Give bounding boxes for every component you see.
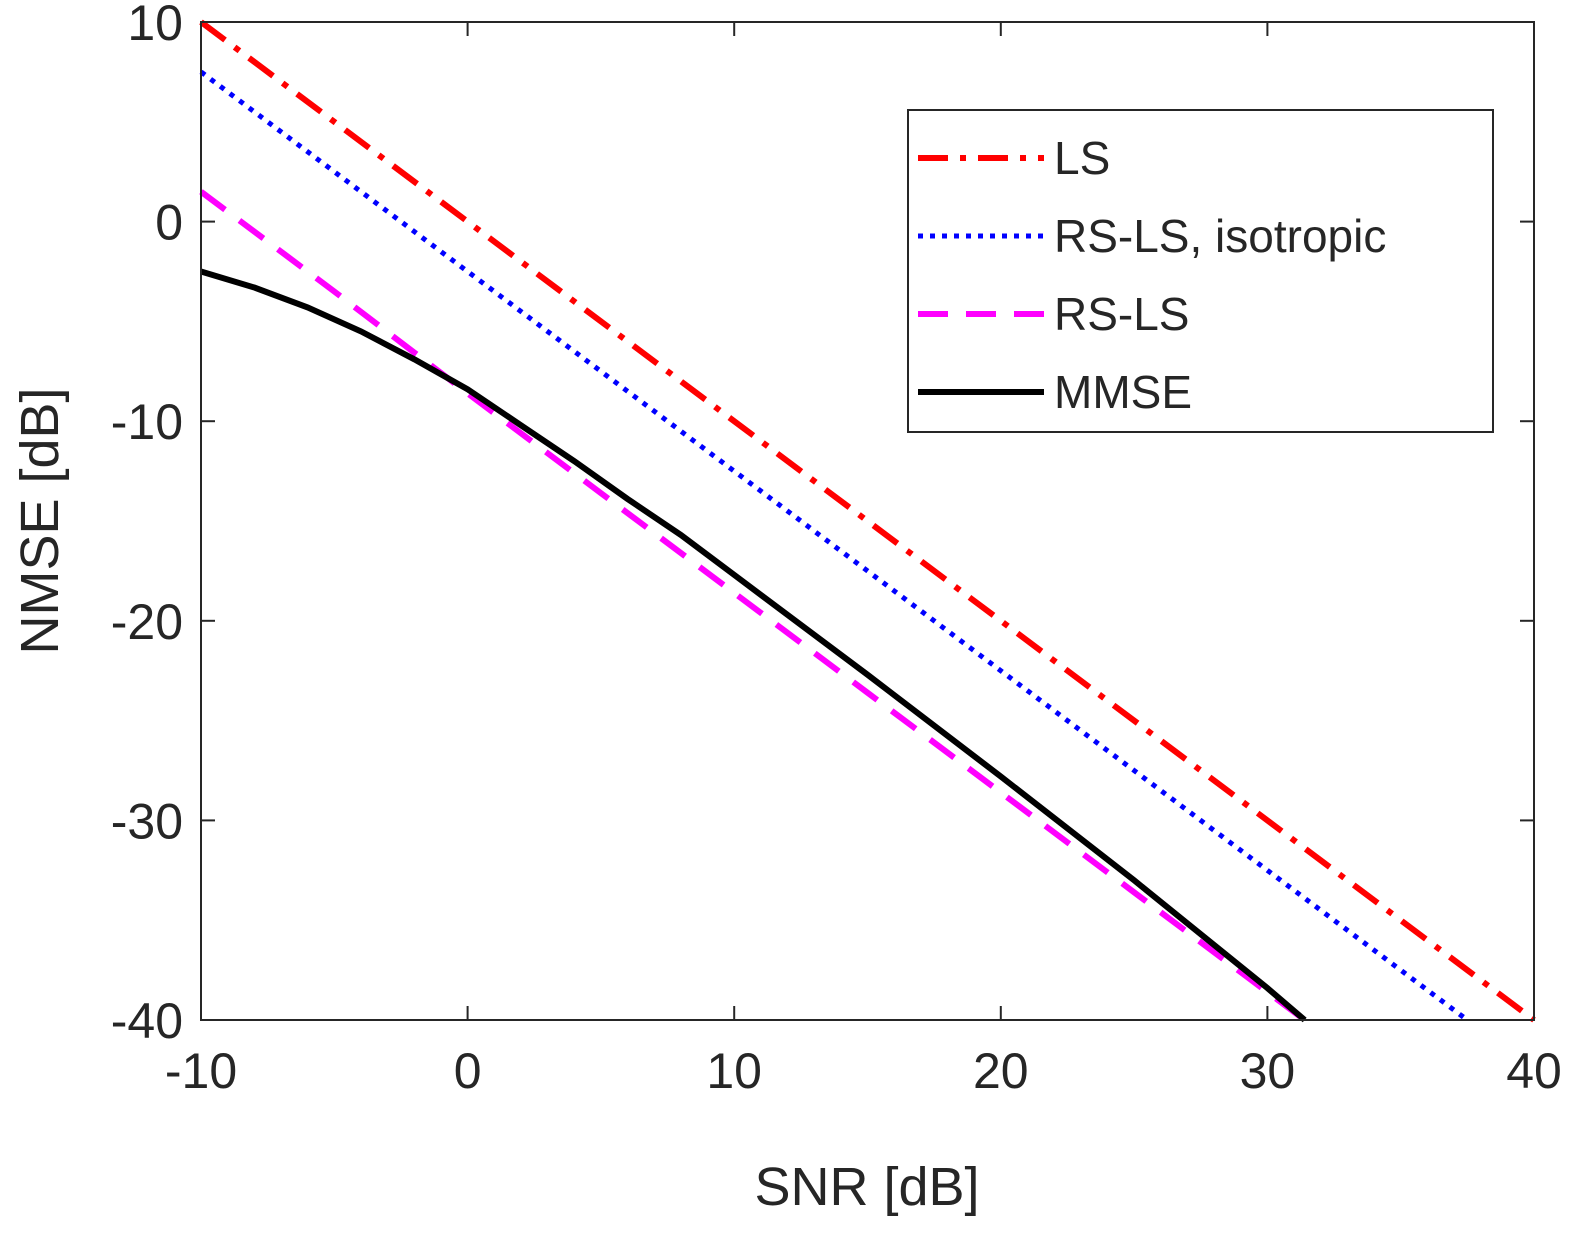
x-tick-label: 20 — [973, 1043, 1029, 1099]
y-tick-label: -40 — [111, 993, 183, 1049]
y-tick-label: 0 — [155, 195, 183, 251]
y-tick-label: -30 — [111, 793, 183, 849]
series-line-rs-ls — [199, 189, 1307, 1023]
legend: LS RS-LS, isotropic RS-LS MMSE — [907, 109, 1494, 433]
x-tick-label: 0 — [454, 1043, 482, 1099]
y-tick-label: 10 — [127, 0, 183, 51]
x-tick-label: 10 — [706, 1043, 762, 1099]
y-tick-label: -20 — [111, 594, 183, 650]
legend-entry-label: LS — [1054, 132, 1110, 184]
x-tick-label: -10 — [165, 1043, 237, 1099]
plot-frame — [200, 21, 1535, 1021]
legend-entry-label: RS-LS — [1054, 288, 1189, 340]
x-tick-label: 30 — [1240, 1043, 1296, 1099]
y-axis-label: NMSE [dB] — [10, 387, 70, 654]
y-tick-label: -10 — [111, 394, 183, 450]
legend-entry-label: MMSE — [1054, 366, 1192, 418]
x-tick-label: 40 — [1506, 1043, 1562, 1099]
tick-labels: -10 0 10 20 30 40 -40 -30 -20 -10 0 10 — [111, 0, 1562, 1099]
series-lines — [199, 19, 1536, 1023]
legend-entry-label: RS-LS, isotropic — [1054, 210, 1386, 262]
series-line-ls — [199, 19, 1536, 1023]
x-axis-label: SNR [dB] — [754, 1157, 979, 1217]
legend-box — [907, 109, 1494, 433]
series-line-mmse — [200, 268, 1307, 1023]
